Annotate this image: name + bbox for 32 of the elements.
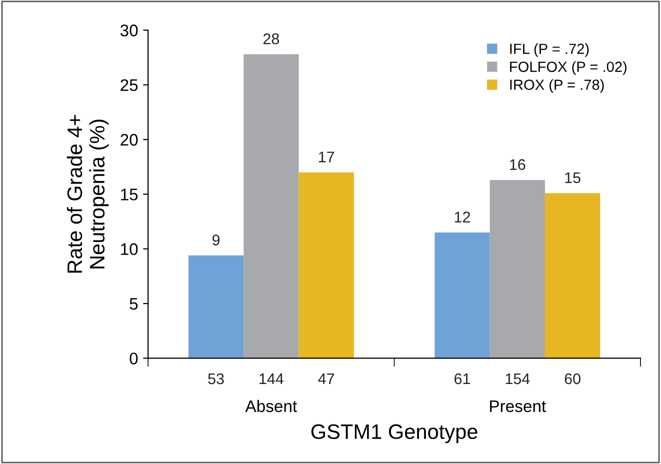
bar	[298, 172, 354, 358]
y-tick-label: 25	[120, 79, 138, 92]
legend-label: FOLFOX (P = .02)	[510, 61, 626, 75]
y-tick-label: 30	[120, 24, 138, 36]
text: 154	[506, 374, 530, 384]
y-tick-label: 10	[121, 243, 138, 256]
x-tick-label: Present	[490, 400, 546, 412]
text: 144	[260, 374, 284, 384]
bar	[544, 193, 600, 358]
bar	[434, 232, 490, 358]
data-label: 16	[510, 159, 526, 170]
data-label: 12	[454, 212, 470, 222]
y-tick-label: 20	[120, 134, 138, 146]
text: 60	[564, 373, 580, 384]
legend-label: IFL (P = .72)	[510, 43, 589, 57]
y-axis-title: Rate of Grade 4+ Neutropenia (%)	[66, 115, 109, 273]
text: 47	[318, 374, 334, 384]
legend-label: IROX (P = .78)	[510, 79, 604, 93]
data-label: 28	[263, 33, 280, 44]
bar	[490, 180, 545, 358]
bar	[188, 255, 244, 358]
y-tick-label: 5	[130, 298, 138, 310]
y-tick-label: 0	[130, 352, 138, 364]
text: 53	[208, 373, 224, 384]
data-label: 17	[319, 152, 334, 162]
bar	[244, 54, 299, 358]
data-label: 15	[565, 172, 580, 184]
text: 61	[454, 373, 470, 384]
data-label: 9	[212, 234, 220, 246]
y-tick-label: 15	[121, 188, 138, 200]
x-axis-title: GSTM1 Genotype	[311, 424, 478, 444]
x-tick-label: Absent	[245, 400, 297, 412]
